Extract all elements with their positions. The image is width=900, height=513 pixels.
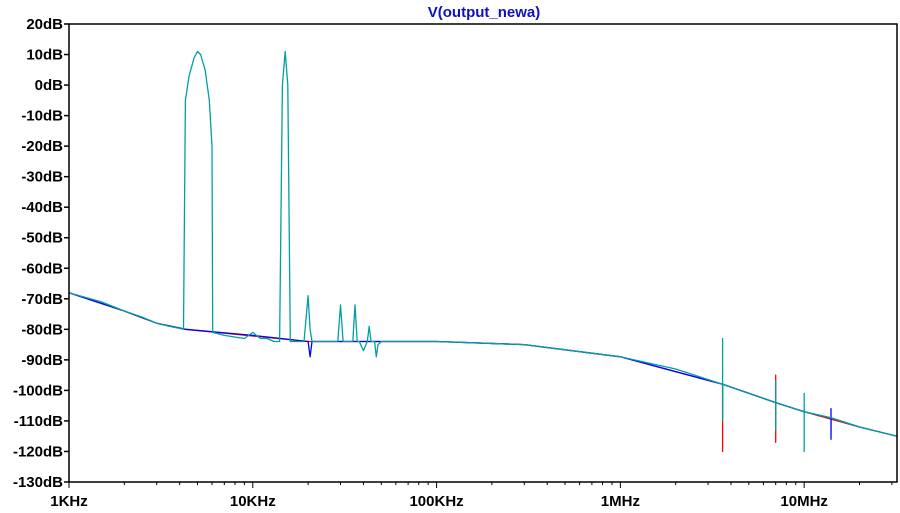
y-tick-label: -80dB xyxy=(21,321,63,338)
x-tick-label: 10KHz xyxy=(230,493,276,510)
y-tick-label: 10dB xyxy=(26,47,63,64)
y-tick-label: -110dB xyxy=(14,413,63,430)
y-tick-label: -90dB xyxy=(21,352,63,369)
y-axis: 20dB 10dB 0dB -10dB -20dB -30dB -40dB -50dB -60d… xyxy=(13,16,69,491)
y-tick-label: -20dB xyxy=(21,138,63,155)
y-tick-label: -60dB xyxy=(21,260,63,277)
y-tick-label: -120dB xyxy=(13,443,63,460)
y-tick-label: 0dB xyxy=(35,77,64,94)
series-line-3 xyxy=(68,50,898,453)
x-axis: 1KHz 10KHz 100KHz 1MHz 10MHz xyxy=(50,482,893,510)
plot-frame xyxy=(68,23,898,483)
chart-title: V(output_newa) xyxy=(428,4,541,21)
x-tick-label: 10MHz xyxy=(780,493,828,510)
y-tick-label: -70dB xyxy=(21,291,63,308)
x-tick-label: 1MHz xyxy=(601,493,640,510)
y-tick-label: -130dB xyxy=(13,474,63,491)
y-tick-label: -10dB xyxy=(21,108,63,125)
y-tick-label: -50dB xyxy=(21,230,63,247)
x-tick-label: 1KHz xyxy=(50,493,88,510)
x-tick-label: 100KHz xyxy=(409,493,463,510)
plot-area xyxy=(68,50,898,453)
y-tick-label: 20dB xyxy=(26,16,63,33)
y-tick-label: -30dB xyxy=(21,169,63,186)
y-tick-label: -40dB xyxy=(21,199,63,216)
y-tick-label: -100dB xyxy=(13,382,63,399)
